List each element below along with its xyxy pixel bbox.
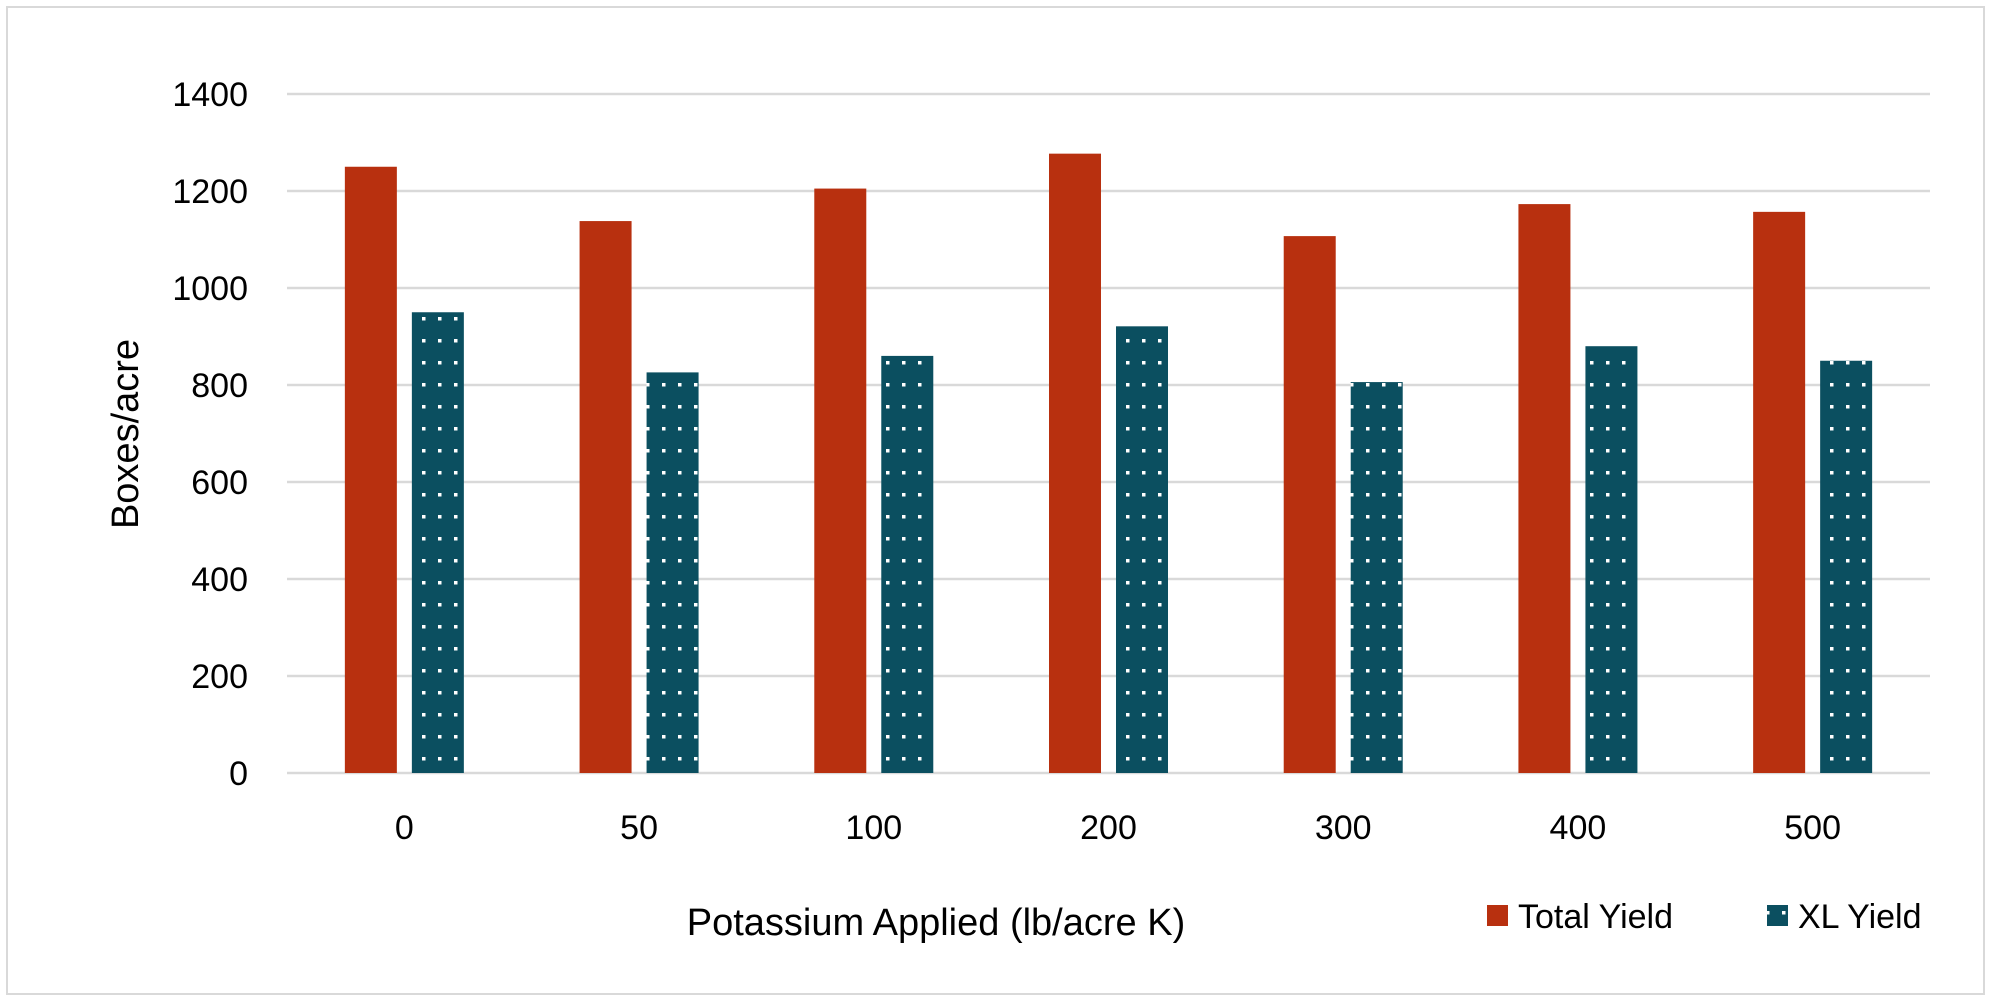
x-tick-label: 0	[395, 809, 414, 847]
legend-label-total-yield: Total Yield	[1518, 898, 1673, 936]
y-tick-label: 1400	[172, 76, 248, 114]
y-tick-label: 600	[191, 464, 248, 502]
y-axis-ticks: 0 200 400 600 800 1000 1200 1400	[172, 76, 248, 793]
x-tick-label: 400	[1550, 809, 1607, 847]
legend-label-xl-yield: XL Yield	[1798, 898, 1922, 936]
xl-yield-bar	[1350, 382, 1403, 773]
legend-swatch-xl-yield	[1767, 905, 1788, 926]
total-yield-bar	[1518, 204, 1571, 774]
x-axis-title: Potassium Applied (lb/acre K)	[687, 902, 1185, 944]
xl-yield-bar	[1116, 326, 1168, 773]
x-tick-label: 300	[1315, 809, 1372, 847]
xl-yield-bar	[1585, 346, 1638, 773]
y-axis-title: Boxes/acre	[105, 339, 147, 529]
y-tick-label: 400	[191, 561, 248, 599]
y-tick-label: 200	[191, 658, 248, 696]
x-tick-label: 200	[1080, 809, 1137, 847]
chart-frame	[6, 6, 1985, 995]
total-yield-bar	[814, 188, 867, 773]
x-tick-label: 50	[620, 809, 658, 847]
xl-yield-bar	[881, 355, 934, 773]
total-yield-bar	[1049, 153, 1101, 773]
legend: Total Yield XL Yield	[1487, 898, 1922, 936]
y-tick-label: 0	[229, 755, 248, 793]
y-tick-label: 1000	[172, 270, 248, 308]
xl-yield-bar	[646, 372, 699, 773]
gridlines	[287, 92, 1930, 775]
total-yield-bar	[579, 221, 632, 773]
legend-swatch-total-yield	[1487, 905, 1508, 926]
x-tick-label: 100	[845, 809, 902, 847]
xl-yield-bar	[411, 312, 464, 773]
y-tick-label: 1200	[172, 173, 248, 211]
total-yield-bar	[1753, 211, 1806, 774]
x-tick-label: 500	[1784, 809, 1841, 847]
total-yield-bar	[1283, 236, 1336, 774]
y-tick-label: 800	[191, 367, 248, 405]
x-axis-ticks: 0 50 100 200 300 400 500	[395, 809, 1841, 847]
total-yield-bar	[344, 166, 397, 773]
bars	[344, 153, 1873, 774]
xl-yield-bar	[1820, 360, 1873, 773]
